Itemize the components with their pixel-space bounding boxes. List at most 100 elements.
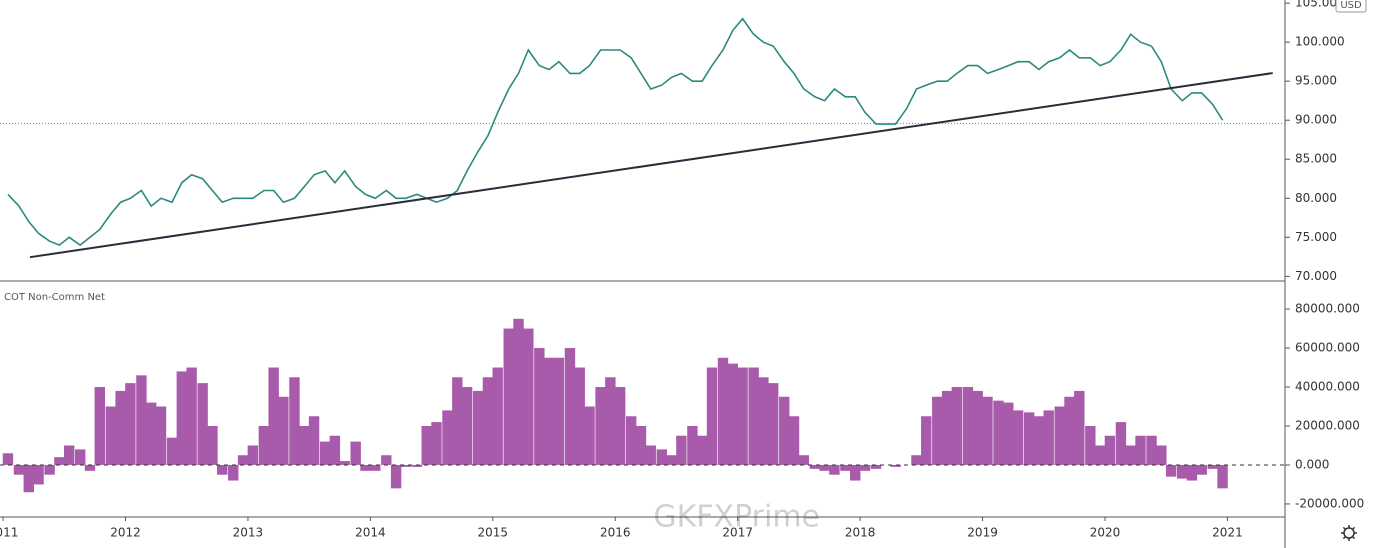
currency-box	[1335, 0, 1367, 13]
y-tick-label: 40000.000	[1295, 380, 1360, 394]
bar	[737, 367, 748, 465]
bar	[564, 348, 576, 465]
bar	[237, 455, 249, 465]
bar	[1146, 435, 1157, 465]
bar	[308, 416, 320, 465]
bar	[452, 377, 463, 465]
bar	[676, 435, 687, 465]
bar	[84, 464, 96, 471]
x-tick-label: 2019	[967, 526, 998, 540]
bar	[472, 390, 484, 465]
bar	[798, 455, 810, 465]
bar	[247, 445, 259, 465]
bar	[228, 464, 239, 481]
bar	[319, 441, 331, 465]
y-tick-label: 80.000	[1295, 191, 1337, 205]
bar	[645, 445, 656, 465]
bar	[1064, 396, 1075, 465]
y-tick-label: 95.000	[1295, 74, 1337, 88]
bar	[595, 387, 606, 465]
pane-title: COT Non-Comm Net	[4, 292, 105, 303]
bar	[155, 406, 167, 465]
bar	[1023, 412, 1035, 465]
bar	[605, 377, 616, 465]
bar	[125, 383, 136, 465]
bar	[1104, 435, 1116, 465]
bar	[859, 464, 871, 471]
bar	[982, 396, 993, 465]
bar	[136, 375, 147, 465]
bar	[289, 377, 300, 465]
bar	[442, 410, 453, 465]
bar	[543, 357, 555, 465]
bar	[727, 363, 738, 465]
bar	[492, 367, 503, 465]
bar	[431, 422, 442, 465]
bar	[932, 396, 943, 465]
bar	[166, 437, 178, 465]
currency-label: USD	[1340, 0, 1362, 11]
bar	[258, 425, 270, 465]
y-tick-label: 20000.000	[1295, 418, 1360, 432]
bar	[993, 400, 1004, 465]
x-tick-label: 2012	[110, 526, 141, 540]
bar	[819, 464, 830, 471]
bar	[1094, 445, 1106, 465]
bar	[1085, 425, 1096, 465]
trendline	[29, 72, 1273, 259]
bar	[1043, 410, 1054, 465]
x-tick-label: 2016	[600, 526, 631, 540]
bar	[779, 396, 790, 465]
x-tick-label: 2017	[722, 526, 753, 540]
bar	[1003, 402, 1014, 465]
y-tick-label: 100.000	[1295, 35, 1345, 49]
bar	[74, 449, 86, 465]
bar	[370, 464, 381, 471]
bar	[461, 387, 473, 465]
x-tick-label: 2021	[1212, 526, 1243, 540]
bar	[687, 425, 698, 465]
bar	[1217, 464, 1228, 489]
bar	[482, 377, 494, 465]
bar	[54, 457, 65, 465]
y-tick-label: 105.000	[1295, 0, 1345, 10]
price-line	[7, 17, 1224, 247]
bar	[33, 464, 44, 485]
bar	[941, 390, 953, 465]
bar	[1165, 464, 1177, 477]
x-tick-label: 2015	[478, 526, 509, 540]
bar	[207, 425, 218, 465]
bar	[299, 425, 310, 465]
bar	[1115, 422, 1127, 465]
y-tick-label: 0.000	[1295, 457, 1329, 471]
bar	[1156, 445, 1167, 465]
bar	[1135, 435, 1146, 465]
bar	[63, 445, 75, 465]
bar	[748, 367, 759, 465]
bar	[666, 455, 677, 465]
bar	[105, 406, 117, 465]
bar	[553, 357, 565, 465]
x-tick-label: 2020	[1090, 526, 1121, 540]
bar	[94, 387, 105, 465]
x-tick-label: 2014	[355, 526, 386, 540]
bar	[809, 464, 821, 469]
bar	[513, 318, 524, 465]
bar	[625, 416, 637, 465]
bar	[421, 425, 432, 465]
bar	[840, 464, 851, 471]
bar	[523, 328, 534, 465]
x-tick-label: 2018	[845, 526, 876, 540]
bar	[186, 367, 197, 465]
settings-icon[interactable]	[1341, 525, 1357, 541]
bar	[146, 402, 157, 465]
bar	[176, 371, 188, 465]
bar	[1207, 464, 1218, 469]
bar	[890, 464, 901, 467]
bar	[635, 425, 647, 465]
bar	[870, 464, 882, 469]
bar	[23, 464, 34, 493]
bar	[2, 453, 14, 465]
bar	[768, 383, 779, 465]
